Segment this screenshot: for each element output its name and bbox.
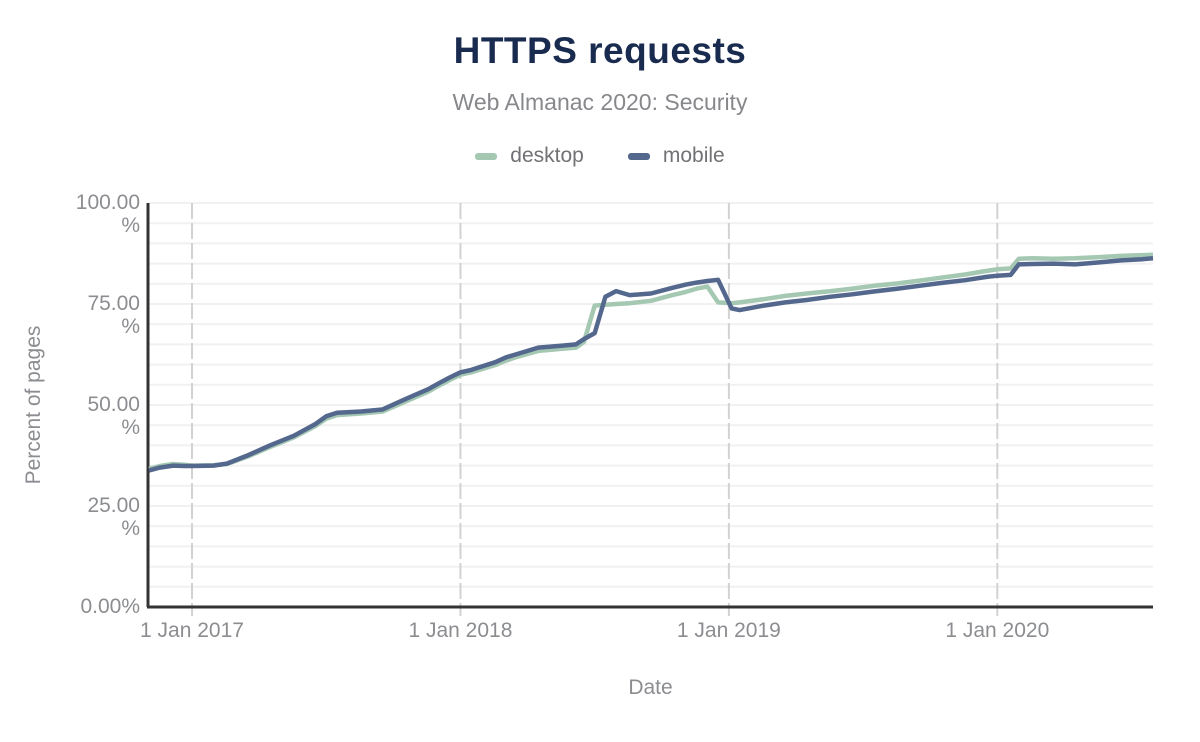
desktop-swatch-icon <box>475 152 498 160</box>
y-tick-labels: 100.00 % 75.00 % 50.00 % 25.00 % 0.00% <box>76 191 140 618</box>
y-axis-title: Percent of pages <box>22 326 45 485</box>
mobile-line <box>148 256 1154 473</box>
y-tick-label: 50.00% <box>87 393 140 439</box>
horizontal-gridlines <box>148 202 1153 588</box>
legend: desktop mobile <box>0 144 1200 168</box>
y-tick-label: 25.00% <box>87 494 140 540</box>
x-tick-label: 1 Jan 2018 <box>408 619 512 642</box>
y-tick-label: 0.00% <box>80 595 140 618</box>
y-tick-label: 75.00% <box>87 292 140 338</box>
x-tick-label: 1 Jan 2020 <box>945 619 1049 642</box>
y-tick-label: 100.00% <box>76 191 140 237</box>
desktop-line <box>148 252 1154 471</box>
mobile-swatch-icon <box>627 152 650 160</box>
vertical-gridlines <box>191 203 999 616</box>
legend-label-desktop: desktop <box>510 144 584 167</box>
x-tick-label: 1 Jan 2017 <box>140 619 244 642</box>
x-tick-label: 1 Jan 2019 <box>677 619 781 642</box>
chart-subtitle: Web Almanac 2020: Security <box>452 89 748 115</box>
chart-title: HTTPS requests <box>453 30 747 71</box>
x-tick-labels: 1 Jan 2017 1 Jan 2018 1 Jan 2019 1 Jan 2020 <box>140 619 1049 642</box>
x-axis-title: Date <box>628 676 672 699</box>
legend-item-mobile[interactable]: mobile <box>627 144 725 168</box>
axes <box>146 203 1153 609</box>
legend-item-desktop[interactable]: desktop <box>475 144 584 168</box>
legend-label-mobile: mobile <box>662 144 725 167</box>
